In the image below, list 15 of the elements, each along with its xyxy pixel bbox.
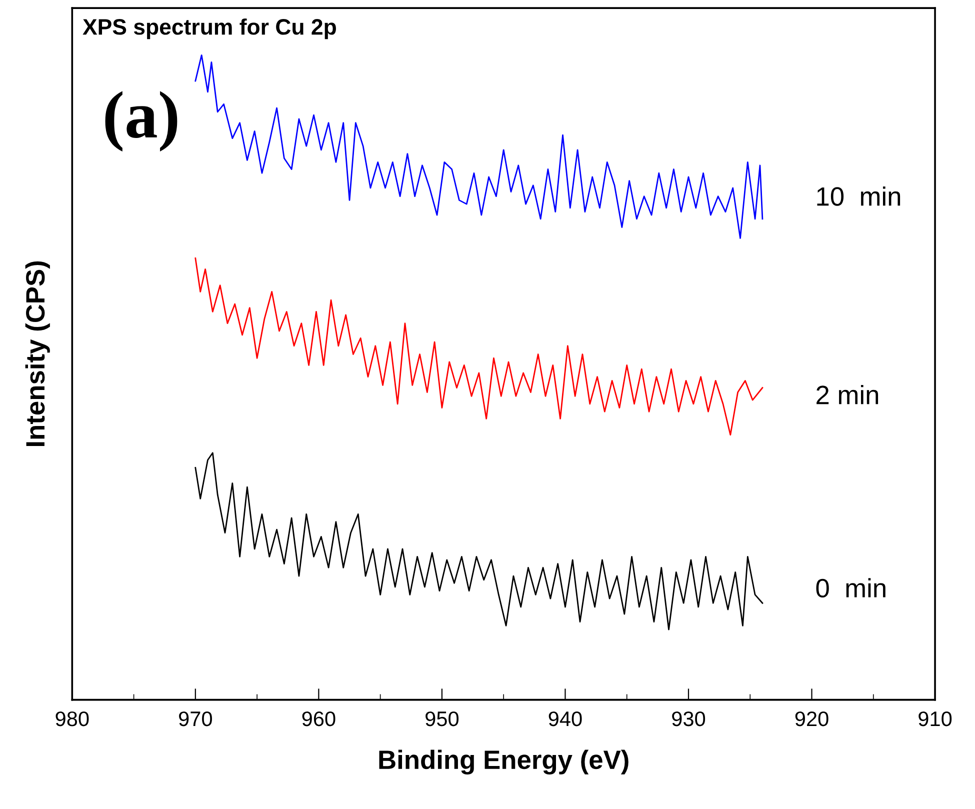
y-axis-title: Intensity (CPS): [25, 261, 50, 446]
x-tick-label: 980: [56, 711, 89, 726]
x-tick-label: 960: [302, 711, 336, 726]
text: 2 min: [816, 384, 878, 404]
text: 10 min: [817, 186, 900, 206]
x-tick-label: 910: [918, 711, 952, 726]
x-tick-label: 930: [672, 711, 706, 726]
x-tick-label: 940: [548, 711, 582, 726]
x-tick-label: 920: [795, 711, 828, 726]
x-tick-label: 950: [426, 711, 459, 726]
x-tick-label: 970: [179, 711, 212, 726]
text: 0 min: [816, 578, 886, 598]
annotation: (a): [105, 91, 178, 152]
x-axis-title: Binding Energy (eV): [379, 750, 628, 774]
chart-title: XPS spectrum for Cu 2p: [82, 18, 336, 40]
